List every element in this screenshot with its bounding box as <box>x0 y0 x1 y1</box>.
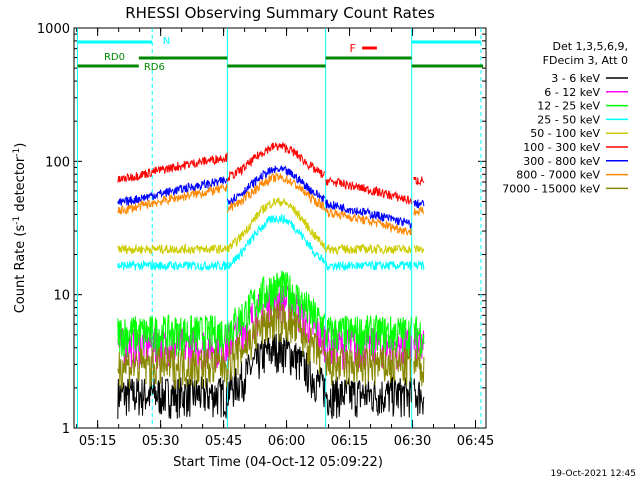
legend-header-line2: FDecim 3, Att 0 <box>543 54 628 67</box>
rd0-label: RD0 <box>104 52 125 63</box>
series-line <box>117 171 425 236</box>
annotation-markers: N F RD0 RD6 <box>76 28 484 428</box>
y-tick-label: 100 <box>45 155 70 170</box>
legend-label: 800 - 7000 keV <box>516 169 600 182</box>
rd6-label: RD6 <box>144 62 165 73</box>
x-tick-label: 06:15 <box>331 434 368 449</box>
x-axis-label: Start Time (04-Oct-12 05:09:22) <box>173 455 383 470</box>
x-tick-label: 05:15 <box>79 434 116 449</box>
series-line <box>117 301 425 391</box>
series-line <box>117 270 425 358</box>
series-line <box>117 284 425 370</box>
legend-label: 300 - 800 keV <box>523 155 600 168</box>
legend-label: 12 - 25 keV <box>537 100 600 113</box>
series-line <box>117 332 425 419</box>
chart-title: RHESSI Observing Summary Count Rates <box>125 4 435 22</box>
legend-header-line1: Det 1,3,5,6,9, <box>552 40 628 53</box>
y-tick-label: 1 <box>62 422 70 437</box>
y-axis-label: Count Rate (s-1 detector-1) <box>12 143 28 314</box>
night-label: N <box>163 36 170 47</box>
x-tick-label: 05:45 <box>205 434 242 449</box>
legend-label: 3 - 6 keV <box>551 72 600 85</box>
series-lines <box>117 141 425 419</box>
series-line <box>117 197 425 256</box>
legend-label: 25 - 50 keV <box>537 113 600 126</box>
legend-label: 7000 - 15000 keV <box>502 182 600 195</box>
x-tick-label: 05:30 <box>142 434 179 449</box>
x-axis: 05:15 05:30 05:45 06:00 06:15 06:30 06:45 <box>76 28 494 449</box>
series-line <box>117 213 425 272</box>
x-tick-label: 06:00 <box>268 434 305 449</box>
legend-label: 100 - 300 keV <box>523 141 600 154</box>
x-tick-label: 06:30 <box>394 434 431 449</box>
x-tick-label: 06:45 <box>457 434 494 449</box>
flare-label: F <box>350 42 356 55</box>
series-line <box>117 165 425 231</box>
y-tick-label: 1000 <box>37 22 70 37</box>
legend-label: 50 - 100 keV <box>530 127 600 140</box>
timestamp: 19-Oct-2021 12:45 <box>551 469 636 479</box>
legend-label: 6 - 12 keV <box>544 86 600 99</box>
y-tick-label: 10 <box>53 289 70 304</box>
series-line <box>117 141 425 205</box>
plot-frame <box>73 27 487 429</box>
